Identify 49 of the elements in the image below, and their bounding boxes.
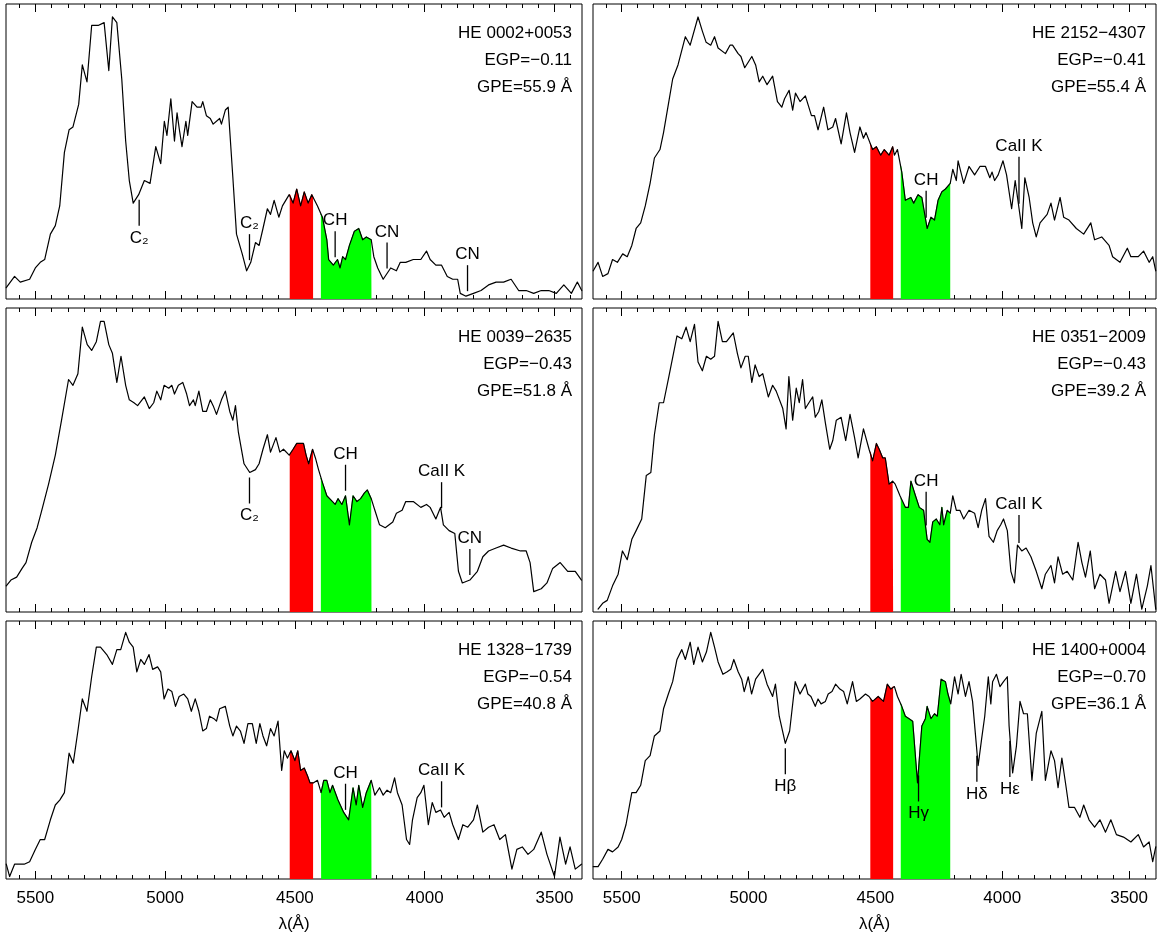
annotation: CaII K xyxy=(417,461,466,481)
annotation: CaII K xyxy=(417,760,466,780)
annotation: GPE=55.4 Å xyxy=(1051,76,1147,96)
annotation: CH xyxy=(913,470,939,490)
annotation: Hγ xyxy=(908,803,930,823)
x-tick-label: 3500 xyxy=(1110,888,1149,907)
annotation: C₂ xyxy=(240,505,259,525)
x-tick-label: 4500 xyxy=(275,888,314,907)
x-tick-label: 3500 xyxy=(535,888,574,907)
chart-title: HE 1400+0004 xyxy=(1032,639,1146,659)
x-tick-label: 4000 xyxy=(983,888,1022,907)
x-tick-label: 5500 xyxy=(602,888,641,907)
x-axis-title: λ(Å) xyxy=(278,914,310,933)
annotation: CH xyxy=(913,169,939,189)
annotation: CN xyxy=(374,221,400,241)
annotation: EGP=−0.43 xyxy=(1057,353,1146,373)
annotation: CH xyxy=(322,210,348,230)
annotation: CN xyxy=(455,244,480,264)
annotation: EGP=−0.41 xyxy=(1057,49,1146,69)
x-tick-label: 5000 xyxy=(146,888,185,907)
annotation: C₂ xyxy=(240,213,259,233)
annotation: EGP=−0.11 xyxy=(484,49,572,69)
annotation: GPE=39.2 Å xyxy=(1051,380,1147,400)
x-tick-label: 4000 xyxy=(405,888,444,907)
annotation: EGP=−0.43 xyxy=(483,353,572,373)
annotation: GPE=51.8 Å xyxy=(477,380,573,400)
x-tick-label: 5000 xyxy=(729,888,768,907)
annotation: CH xyxy=(333,443,358,463)
annotation: GPE=55.9 Å xyxy=(477,76,573,96)
chart-title: HE 1328−1739 xyxy=(458,639,572,659)
annotation: CaII K xyxy=(995,494,1044,513)
annotation: CN xyxy=(457,528,483,548)
annotation: EGP=−0.54 xyxy=(483,666,572,686)
annotation: Hβ xyxy=(774,776,797,796)
annotation: Hδ xyxy=(966,783,988,803)
x-tick-label: 5500 xyxy=(16,888,55,907)
x-axis-title: λ(Å) xyxy=(858,914,891,933)
annotation: GPE=36.1 Å xyxy=(1051,693,1147,713)
chart-title: HE 0351−2009 xyxy=(1032,326,1146,346)
chart-title: HE 2152−4307 xyxy=(1032,22,1146,42)
annotation: Hε xyxy=(999,778,1021,798)
x-tick-label: 4500 xyxy=(856,888,895,907)
annotation: C₂ xyxy=(129,227,149,247)
annotation: GPE=40.8 Å xyxy=(477,693,573,713)
chart-title: HE 0002+0053 xyxy=(458,22,572,42)
annotation: EGP=−0.70 xyxy=(1057,666,1146,686)
chart-title: HE 0039−2635 xyxy=(458,326,572,346)
annotation: CH xyxy=(333,762,358,782)
annotation: CaII K xyxy=(995,135,1044,155)
